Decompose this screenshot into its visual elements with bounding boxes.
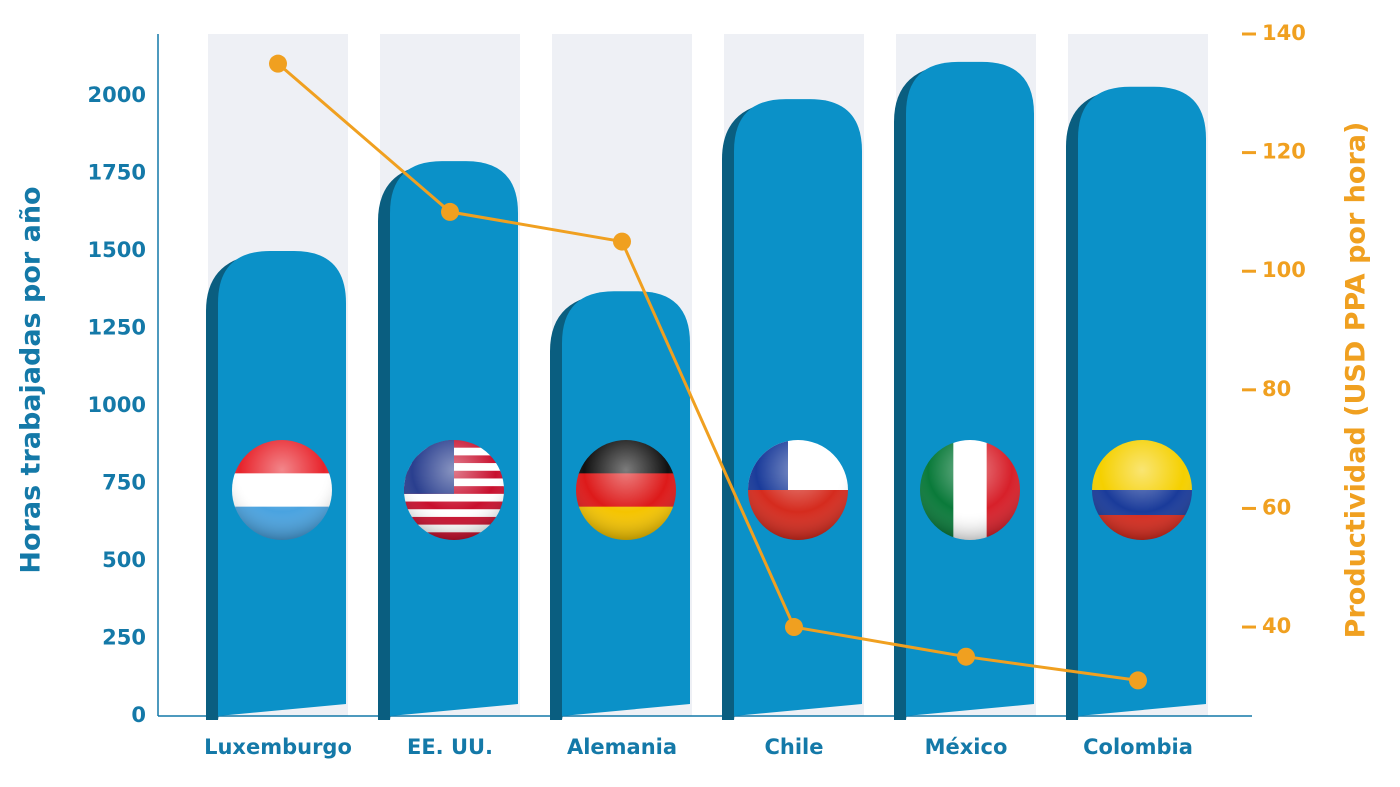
flag-gloss xyxy=(404,440,504,540)
y2-tick-label: 40 xyxy=(1262,614,1291,638)
flags xyxy=(232,440,1192,540)
line-point xyxy=(957,647,975,666)
y-tick-label: 500 xyxy=(102,548,146,572)
flag-gloss xyxy=(748,440,848,540)
labels: 0 250 500 750 1000 1250 1500 1750 2000 40 60 80 100 1… xyxy=(88,21,1306,759)
line-point xyxy=(269,54,287,73)
y-tick-label: 1500 xyxy=(88,238,146,262)
bar xyxy=(1078,86,1206,716)
x-tick-label: EE. UU. xyxy=(407,735,493,759)
x-tick-label: Alemania xyxy=(567,735,677,759)
x-tick-label: Chile xyxy=(764,735,823,759)
x-tick-label: Luxemburgo xyxy=(204,735,352,759)
y-tick-label: 0 xyxy=(131,703,146,727)
lines xyxy=(269,54,1147,690)
y-tick-label: 1750 xyxy=(88,161,146,185)
y2-axis-title: Productividad (USD PPA por hora) xyxy=(1341,122,1372,639)
flag xyxy=(404,440,504,540)
flag xyxy=(232,440,332,540)
flag-gloss xyxy=(232,440,332,540)
flag-gloss xyxy=(1092,440,1192,540)
y-tick-label: 2000 xyxy=(88,83,146,107)
y-tick-label: 250 xyxy=(102,626,146,650)
line-point xyxy=(441,202,459,221)
y2-tick-label: 80 xyxy=(1262,377,1291,401)
bar xyxy=(390,161,518,717)
line-point xyxy=(613,232,631,251)
line xyxy=(277,62,1139,682)
y-tick-label: 750 xyxy=(102,471,146,495)
flag xyxy=(1092,440,1192,540)
x-tick-label: México xyxy=(925,735,1008,759)
flag xyxy=(748,440,848,540)
y-tick-label: 1000 xyxy=(88,393,146,417)
y2-tick-label: 60 xyxy=(1262,495,1291,519)
background xyxy=(208,34,1208,716)
y2-tick-label: 120 xyxy=(1262,140,1306,164)
flag-gloss xyxy=(920,440,1020,540)
bar xyxy=(906,61,1034,716)
y2-tick-label: 100 xyxy=(1262,258,1306,282)
line-point xyxy=(785,618,803,637)
y-tick-label: 1250 xyxy=(88,316,146,340)
y2-tick-label: 140 xyxy=(1262,21,1306,45)
bars xyxy=(206,61,1206,721)
line-point xyxy=(1129,671,1147,690)
x-tick-label: Colombia xyxy=(1083,735,1193,759)
y-axis-title: Horas trabajadas por año xyxy=(16,186,47,573)
flag-gloss xyxy=(576,440,676,540)
